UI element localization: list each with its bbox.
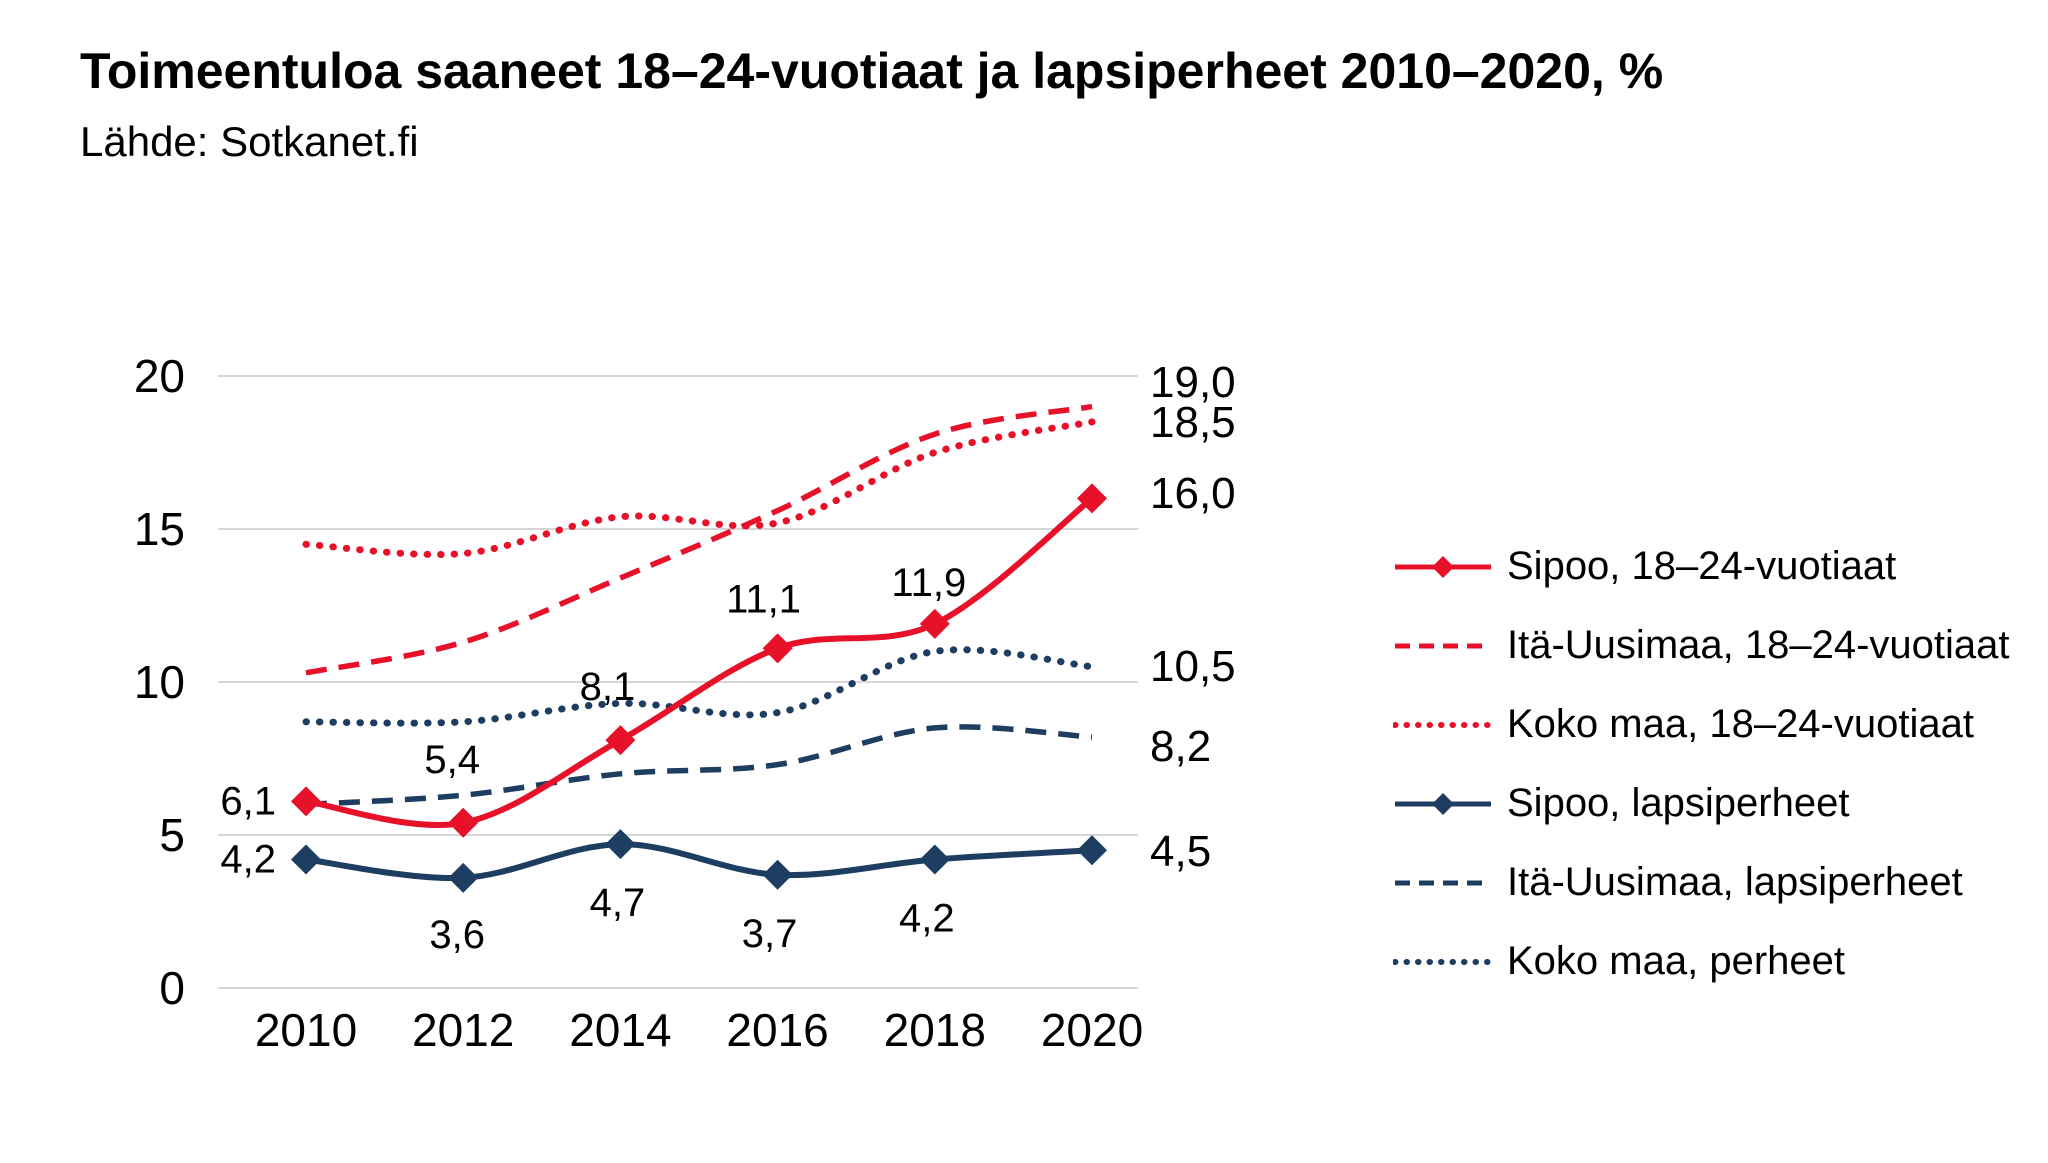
data-label: 6,1 (220, 779, 276, 823)
series-line-it-uusimaa-lapsiperheet (305, 724, 1093, 808)
data-label: 4,7 (590, 881, 646, 925)
y-tick-label: 10 (134, 656, 185, 708)
marker-sipoo-lapsiperheet (605, 829, 636, 860)
data-label: 4,2 (220, 837, 276, 881)
marker-sipoo-18-24-vuotiaat (605, 725, 636, 756)
data-label: 4,2 (899, 896, 955, 940)
x-tick-label: 2020 (1041, 1004, 1143, 1056)
legend-item-label: Koko maa, 18–24-vuotiaat (1507, 702, 1974, 746)
end-label: 10,5 (1150, 642, 1236, 691)
legend-item-it-uusimaa-18-24-vuotiaat: Itä-Uusimaa, 18–24-vuotiaat (1393, 606, 2010, 685)
marker-sipoo-18-24-vuotiaat (291, 786, 321, 817)
data-label: 8,1 (580, 665, 636, 709)
marker-sipoo-lapsiperheet (1077, 835, 1107, 866)
chart-title: Toimeentuloa saaneet 18–24-vuotiaat ja l… (80, 43, 1664, 99)
marker-sipoo-18-24-vuotiaat (1077, 483, 1107, 514)
y-tick-label: 0 (159, 962, 185, 1014)
legend-item-sipoo-lapsiperheet: Sipoo, lapsiperheet (1393, 764, 2010, 843)
line-chart: 0 5 10 15 20 2010 2012 2014 2016 2018 2020 6,1 5,4 8,… (134, 350, 1236, 1056)
legend: Sipoo, 18–24-vuotiaat Itä-Uusimaa, 18–24-… (1393, 527, 2010, 1001)
y-tick-label: 5 (159, 809, 185, 861)
legend-sample-dashed-line (1395, 643, 1491, 648)
legend-item-koko-maa-perheet: Koko maa, perheet (1393, 922, 2010, 1001)
data-label: 3,6 (429, 913, 485, 957)
legend-sample-solid-line (1395, 792, 1491, 815)
marker-sipoo-lapsiperheet (762, 859, 793, 890)
end-label: 18,5 (1150, 398, 1236, 447)
legend-item-label: Itä-Uusimaa, lapsiperheet (1507, 860, 1963, 904)
series-line-koko-maa-perheet (302, 646, 1096, 727)
end-label: 19,0 (1150, 358, 1236, 407)
diamond-marker-icon (1432, 792, 1454, 815)
y-tick-label: 15 (134, 503, 185, 555)
x-tick-label: 2010 (255, 1004, 357, 1056)
legend-item-sipoo-18-24-vuotiaat: Sipoo, 18–24-vuotiaat (1393, 527, 2010, 606)
series-line-koko-maa-18-24-vuotiaat (302, 418, 1096, 559)
legend-item-it-uusimaa-lapsiperheet: Itä-Uusimaa, lapsiperheet (1393, 843, 2010, 922)
legend-sample-dotted-line (1393, 958, 1493, 965)
marker-sipoo-lapsiperheet (919, 844, 950, 875)
end-label: 16,0 (1150, 469, 1236, 518)
chart-source: Lähde: Sotkanet.fi (80, 118, 419, 165)
legend-item-label: Koko maa, perheet (1507, 939, 1845, 983)
marker-sipoo-lapsiperheet (291, 844, 321, 875)
marker-sipoo-lapsiperheet (448, 862, 479, 893)
legend-item-koko-maa-18-24-vuotiaat: Koko maa, 18–24-vuotiaat (1393, 685, 2010, 764)
marker-sipoo-18-24-vuotiaat (448, 807, 479, 838)
data-label: 11,1 (726, 577, 801, 621)
legend-sample-solid-line (1395, 555, 1491, 578)
diamond-marker-icon (1432, 555, 1454, 578)
end-label: 8,2 (1150, 722, 1211, 771)
data-label: 11,9 (891, 561, 966, 605)
marker-sipoo-18-24-vuotiaat (919, 608, 950, 639)
series-line-sipoo-lapsiperheet (305, 841, 1093, 882)
end-label: 4,5 (1150, 827, 1211, 876)
x-tick-label: 2012 (412, 1004, 514, 1056)
marker-sipoo-18-24-vuotiaat (762, 633, 793, 664)
x-tick-label: 2016 (726, 1004, 828, 1056)
legend-sample-dashed-line (1395, 880, 1491, 885)
data-label: 3,7 (742, 912, 798, 956)
x-tick-label: 2018 (884, 1004, 986, 1056)
y-tick-label: 20 (134, 350, 185, 402)
legend-sample-dotted-line (1393, 721, 1493, 728)
legend-item-label: Sipoo, lapsiperheet (1507, 781, 1850, 825)
data-label: 5,4 (424, 738, 480, 782)
series-line-it-uusimaa-18-24-vuotiaat (305, 403, 1093, 676)
legend-item-label: Itä-Uusimaa, 18–24-vuotiaat (1507, 623, 2010, 667)
x-tick-label: 2014 (569, 1004, 671, 1056)
legend-item-label: Sipoo, 18–24-vuotiaat (1507, 544, 1897, 588)
